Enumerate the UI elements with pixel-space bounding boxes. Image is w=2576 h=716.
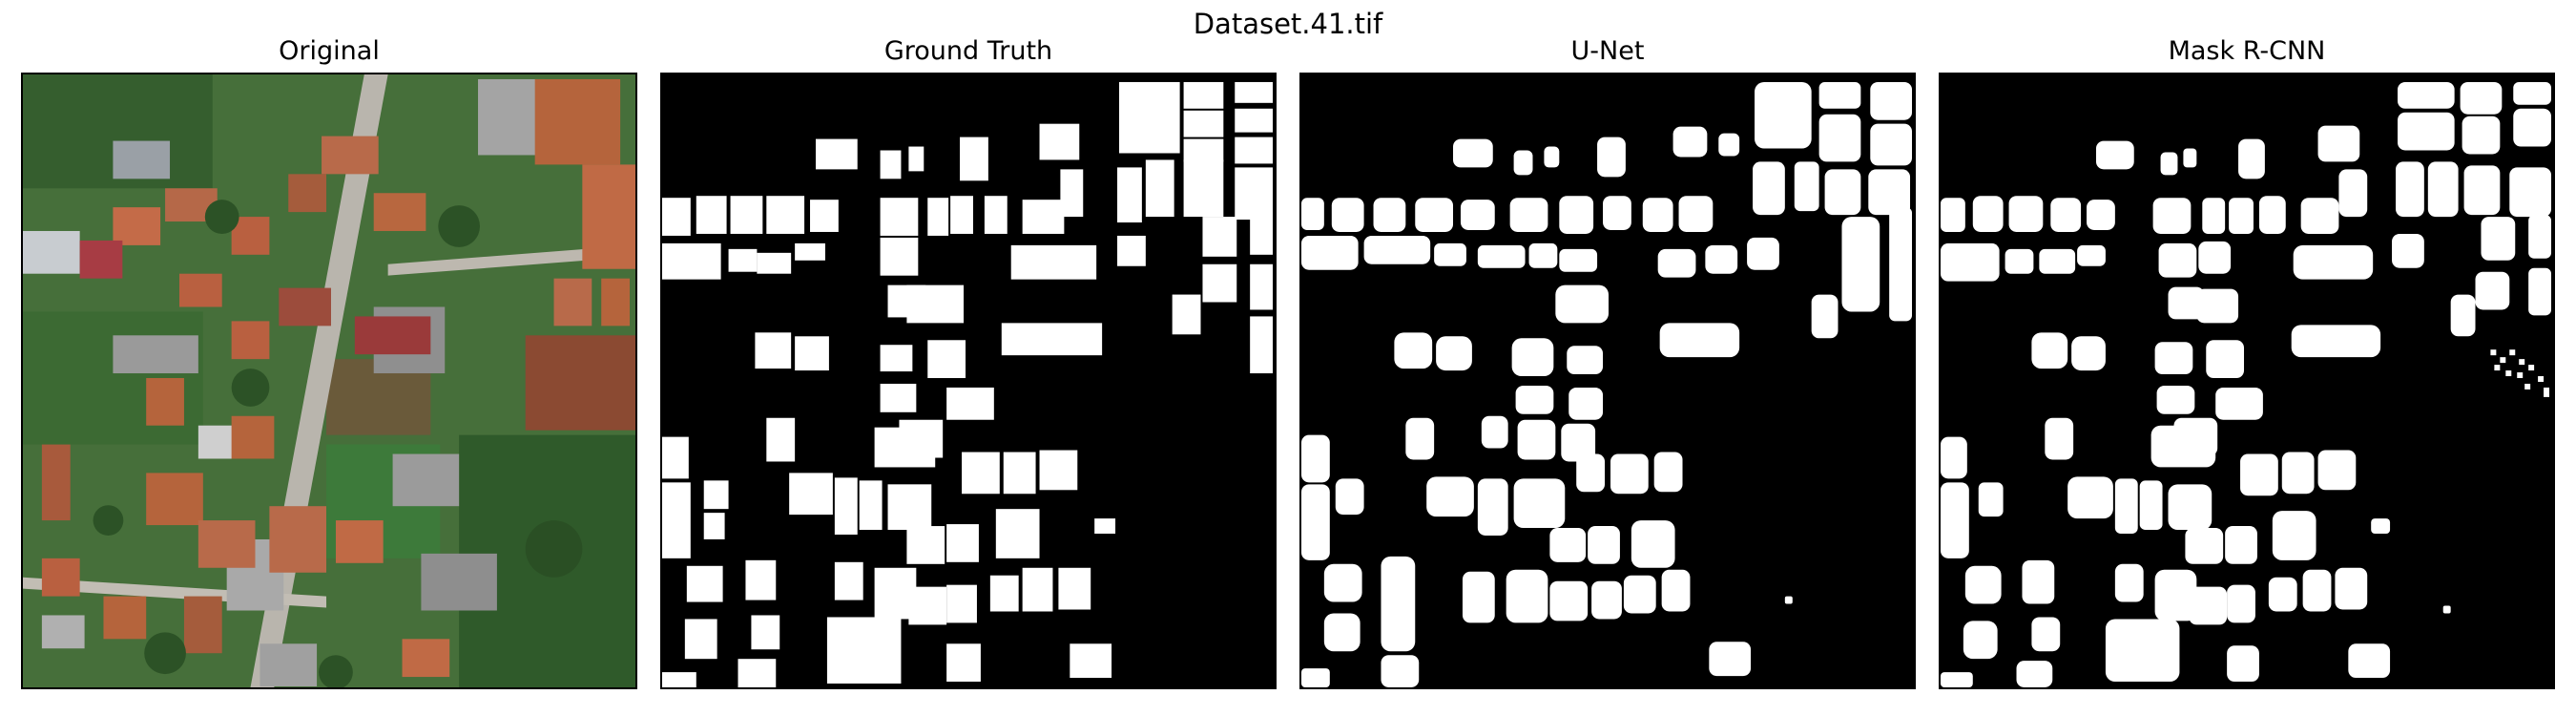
panel-title-ground-truth: Ground Truth [883, 36, 1053, 66]
original-aerial-image [21, 73, 637, 689]
unet-mask-drawing [1301, 74, 1914, 687]
panel-title-mask-rcnn: Mask R-CNN [2168, 36, 2326, 66]
panel-title-original: Original [279, 36, 380, 66]
figure-title: Dataset.41.tif [1193, 8, 1383, 40]
mask-rcnn-prediction-mask [1939, 73, 2555, 689]
mask-rcnn-mask-drawing [1941, 74, 2553, 687]
panel-title-unet: U-Net [1570, 36, 1645, 66]
unet-prediction-mask [1299, 73, 1916, 689]
ground-truth-mask-drawing [662, 74, 1275, 687]
ground-truth-mask [660, 73, 1277, 689]
aerial-image-drawing [23, 74, 635, 687]
